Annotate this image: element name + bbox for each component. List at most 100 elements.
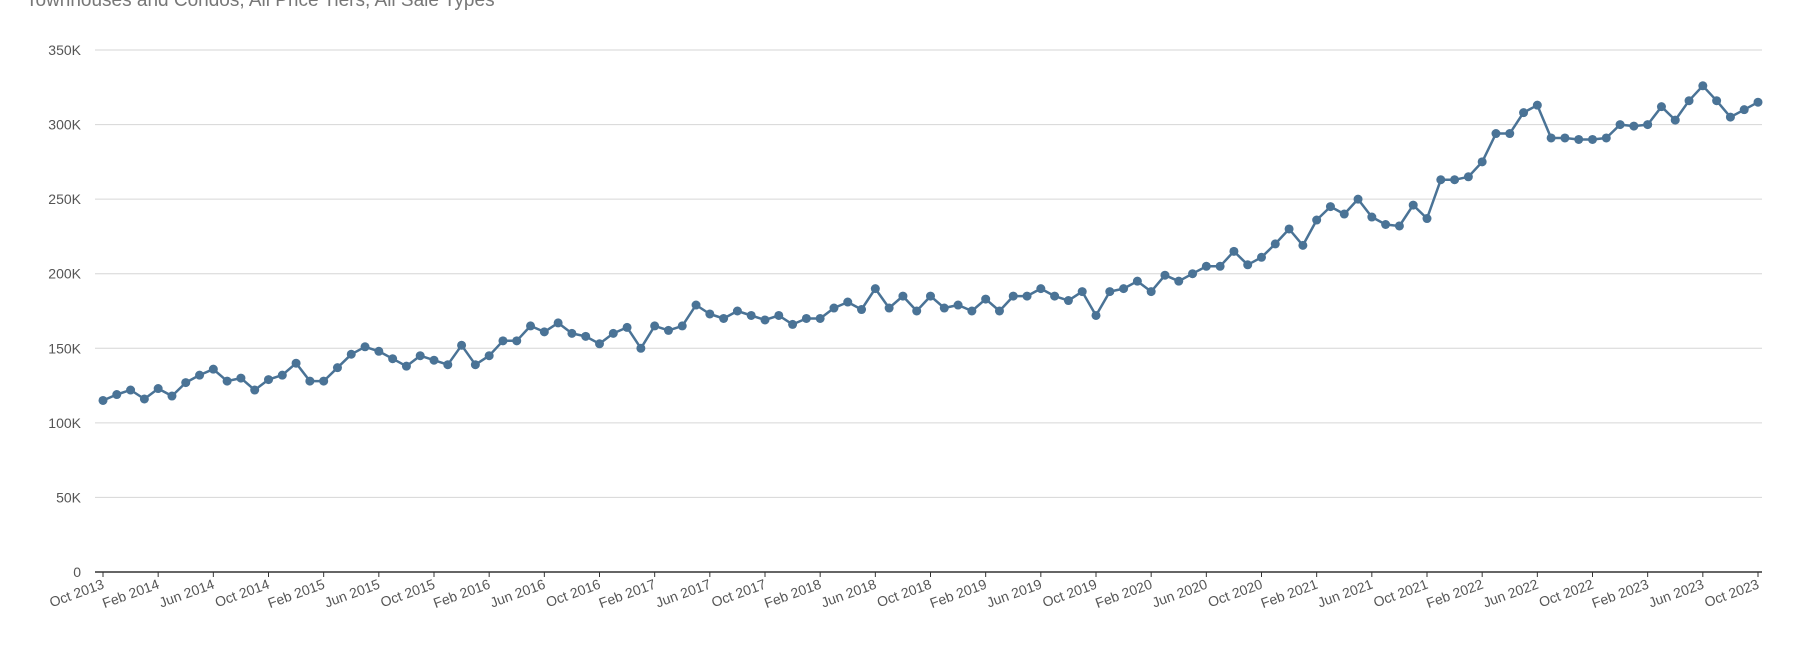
data-point[interactable] xyxy=(994,306,1004,316)
data-point[interactable] xyxy=(332,363,342,373)
data-point[interactable] xyxy=(691,300,701,310)
data-point[interactable] xyxy=(1656,102,1666,112)
data-point[interactable] xyxy=(1712,96,1722,106)
data-point[interactable] xyxy=(153,384,163,394)
data-point[interactable] xyxy=(346,349,356,359)
data-point[interactable] xyxy=(291,358,301,368)
data-point[interactable] xyxy=(1615,120,1625,130)
data-point[interactable] xyxy=(374,346,384,356)
data-point[interactable] xyxy=(1270,239,1280,249)
data-point[interactable] xyxy=(663,325,673,335)
data-point[interactable] xyxy=(801,313,811,323)
data-point[interactable] xyxy=(912,306,922,316)
data-point[interactable] xyxy=(1684,96,1694,106)
data-point[interactable] xyxy=(1353,194,1363,204)
data-point[interactable] xyxy=(1725,112,1735,122)
data-point[interactable] xyxy=(1436,175,1446,185)
data-point[interactable] xyxy=(250,385,260,395)
data-point[interactable] xyxy=(498,336,508,346)
data-point[interactable] xyxy=(829,303,839,313)
data-point[interactable] xyxy=(967,306,977,316)
data-point[interactable] xyxy=(1753,97,1763,107)
data-point[interactable] xyxy=(208,364,218,374)
data-point[interactable] xyxy=(429,355,439,365)
data-point[interactable] xyxy=(1257,252,1266,262)
data-point[interactable] xyxy=(1050,291,1060,301)
data-point[interactable] xyxy=(181,378,191,388)
data-point[interactable] xyxy=(857,305,867,315)
data-point[interactable] xyxy=(939,303,949,313)
data-point[interactable] xyxy=(1505,129,1515,139)
data-point[interactable] xyxy=(760,315,770,325)
data-point[interactable] xyxy=(1229,246,1239,256)
data-point[interactable] xyxy=(1588,134,1597,144)
data-point[interactable] xyxy=(1519,108,1529,118)
data-point[interactable] xyxy=(705,309,715,319)
data-point[interactable] xyxy=(401,361,411,371)
data-point[interactable] xyxy=(1312,215,1322,225)
data-point[interactable] xyxy=(622,322,632,332)
data-point[interactable] xyxy=(1036,284,1046,294)
data-point[interactable] xyxy=(512,336,522,346)
data-point[interactable] xyxy=(1367,212,1377,222)
data-point[interactable] xyxy=(539,327,549,337)
data-point[interactable] xyxy=(1601,133,1611,143)
data-point[interactable] xyxy=(1174,276,1184,286)
data-point[interactable] xyxy=(1450,175,1460,185)
data-point[interactable] xyxy=(1132,276,1142,286)
data-point[interactable] xyxy=(388,354,398,364)
data-point[interactable] xyxy=(195,370,205,380)
data-point[interactable] xyxy=(1381,219,1391,229)
data-point[interactable] xyxy=(470,360,480,370)
data-point[interactable] xyxy=(1463,172,1473,182)
data-point[interactable] xyxy=(1201,261,1211,271)
data-point[interactable] xyxy=(1670,115,1680,125)
data-point[interactable] xyxy=(112,390,122,400)
data-point[interactable] xyxy=(126,385,136,395)
data-point[interactable] xyxy=(870,284,880,294)
data-point[interactable] xyxy=(1160,270,1170,280)
data-point[interactable] xyxy=(277,370,287,380)
data-point[interactable] xyxy=(360,342,370,352)
data-point[interactable] xyxy=(1698,81,1708,91)
data-point[interactable] xyxy=(719,313,729,323)
data-point[interactable] xyxy=(167,391,177,401)
data-point[interactable] xyxy=(443,360,453,370)
data-point[interactable] xyxy=(457,340,467,350)
data-point[interactable] xyxy=(526,321,536,331)
data-point[interactable] xyxy=(884,303,894,313)
data-point[interactable] xyxy=(1119,284,1129,294)
data-point[interactable] xyxy=(1560,133,1570,143)
data-point[interactable] xyxy=(815,313,825,323)
data-point[interactable] xyxy=(1091,310,1101,320)
data-point[interactable] xyxy=(415,351,425,361)
data-point[interactable] xyxy=(1022,291,1032,301)
data-point[interactable] xyxy=(1146,287,1156,297)
data-point[interactable] xyxy=(1063,296,1073,306)
data-point[interactable] xyxy=(222,376,232,386)
data-point[interactable] xyxy=(553,318,563,328)
data-point[interactable] xyxy=(732,306,742,316)
data-point[interactable] xyxy=(1574,134,1584,144)
data-point[interactable] xyxy=(484,351,494,361)
data-point[interactable] xyxy=(1188,269,1198,279)
data-point[interactable] xyxy=(1546,133,1556,143)
data-point[interactable] xyxy=(1284,224,1294,234)
data-point[interactable] xyxy=(774,310,784,320)
data-point[interactable] xyxy=(98,395,108,405)
data-point[interactable] xyxy=(1739,105,1749,115)
data-point[interactable] xyxy=(1629,121,1639,131)
data-point[interactable] xyxy=(650,321,660,331)
data-point[interactable] xyxy=(746,310,756,320)
data-point[interactable] xyxy=(1394,221,1404,231)
data-point[interactable] xyxy=(1105,287,1115,297)
data-point[interactable] xyxy=(305,376,315,386)
data-point[interactable] xyxy=(1422,214,1432,224)
data-point[interactable] xyxy=(981,294,991,304)
data-point[interactable] xyxy=(236,373,246,383)
data-point[interactable] xyxy=(636,343,646,353)
data-point[interactable] xyxy=(1325,202,1335,212)
data-point[interactable] xyxy=(1298,240,1308,250)
data-point[interactable] xyxy=(1077,287,1087,297)
data-point[interactable] xyxy=(581,331,591,341)
